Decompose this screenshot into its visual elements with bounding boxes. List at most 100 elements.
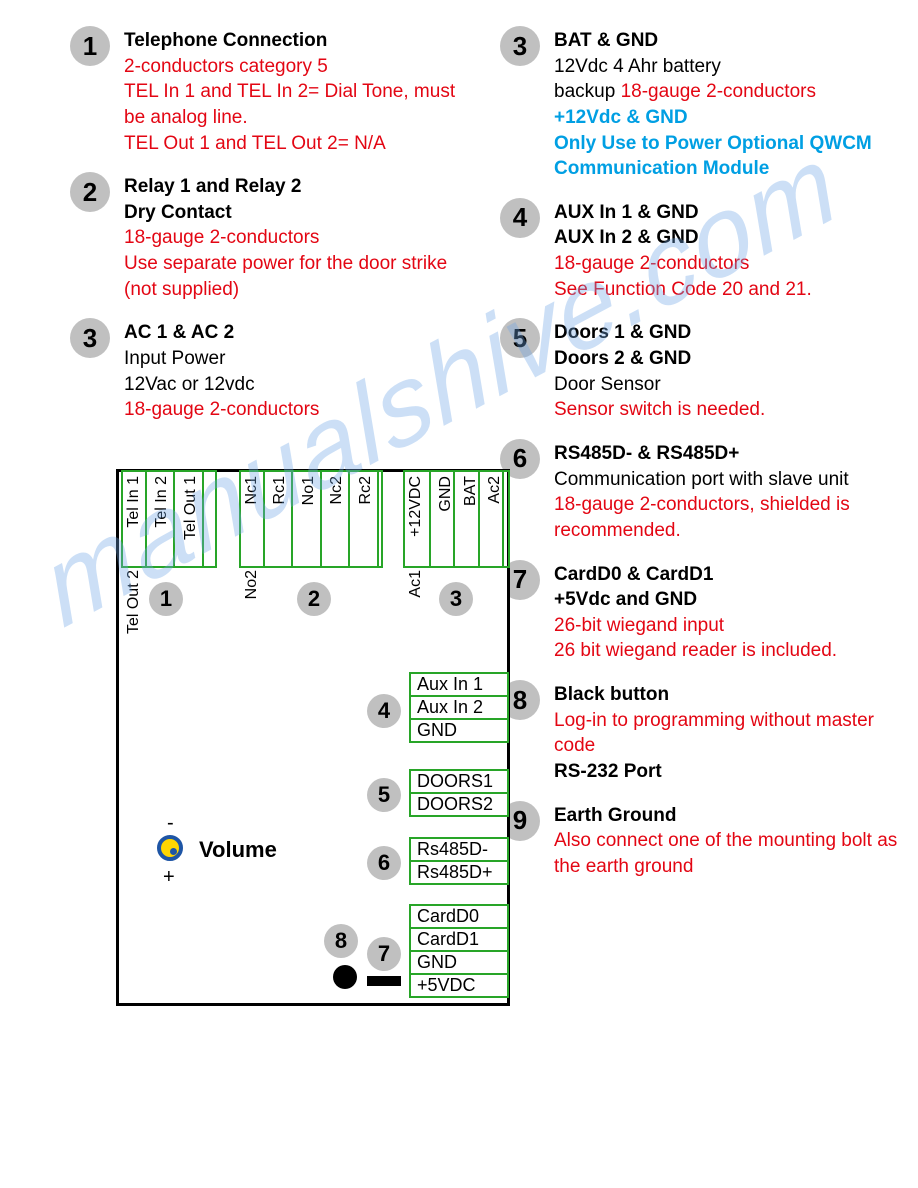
- i4-red1: 18-gauge 2-conductors: [554, 251, 910, 277]
- tb4-r1: Aux In 2: [411, 697, 507, 720]
- black-button-icon: [333, 965, 357, 989]
- volume-minus: -: [167, 812, 174, 835]
- tb3-l4: Ac1: [405, 566, 427, 602]
- i8-title: Black button: [554, 682, 910, 708]
- i5-black1: Door Sensor: [554, 372, 910, 398]
- tb3-l3: Ac2: [484, 472, 506, 508]
- i7-title2: +5Vdc and GND: [554, 587, 910, 613]
- i1-red2: TEL In 1 and TEL In 2= Dial Tone, must b…: [124, 79, 480, 130]
- i4-title1: AUX In 1 & GND: [554, 200, 910, 226]
- volume-knob-icon: [157, 835, 183, 861]
- item-6-rs485: 6 RS485D- & RS485D+ Communication port w…: [500, 441, 910, 544]
- tb1-l3: Tel Out 2: [123, 566, 145, 638]
- tb1-l0: Tel In 1: [123, 472, 145, 532]
- tb3-l0: +12VDC: [405, 472, 427, 541]
- terminal-block-1: Tel In 1 Tel In 2 Tel Out 1 Tel Out 2: [121, 470, 217, 568]
- i3b-black1b: backup: [554, 81, 615, 102]
- tb2-l5: No2: [241, 566, 263, 603]
- i1-title: Telephone Connection: [124, 28, 480, 54]
- item-1-telephone: 1 Telephone Connection 2-conductors cate…: [70, 28, 480, 156]
- board-badge-7: 7: [367, 937, 401, 971]
- i3-title: AC 1 & AC 2: [124, 320, 480, 346]
- right-column: 3 BAT & GND 12Vdc 4 Ahr battery backup 1…: [500, 28, 910, 898]
- tb1-l1: Tel In 2: [151, 472, 173, 532]
- bullet-2: 2: [70, 172, 110, 212]
- i2-title2: Dry Contact: [124, 200, 480, 226]
- i8-red1: Log-in to programming without master cod…: [554, 708, 910, 759]
- tb2-l0: Nc1: [241, 472, 263, 508]
- i5-red1: Sensor switch is needed.: [554, 397, 910, 423]
- i6-red1: 18-gauge 2-conductors, shielded is recom…: [554, 492, 910, 543]
- i3b-blue1: +12Vdc & GND: [554, 105, 910, 131]
- item-9-earth: 9 Earth Ground Also connect one of the m…: [500, 803, 910, 880]
- bullet-4: 4: [500, 198, 540, 238]
- i3b-line2: backup 18-gauge 2-conductors: [554, 81, 816, 102]
- terminal-block-3: +12VDC GND BAT Ac2 Ac1: [403, 470, 510, 568]
- tb2-l1: Rc1: [269, 472, 291, 508]
- item-5-doors: 5 Doors 1 & GND Doors 2 & GND Door Senso…: [500, 320, 910, 423]
- item-3-ac: 3 AC 1 & AC 2 Input Power 12Vac or 12vdc…: [70, 320, 480, 423]
- i6-title: RS485D- & RS485D+: [554, 441, 910, 467]
- board-badge-2: 2: [297, 582, 331, 616]
- tb7-r3: +5VDC: [411, 975, 507, 996]
- i7-red1: 26-bit wiegand input: [554, 613, 910, 639]
- tb7-r2: GND: [411, 952, 507, 975]
- i5-title1: Doors 1 & GND: [554, 320, 910, 346]
- tb2-l3: Nc2: [326, 472, 348, 508]
- terminal-block-2: Nc1 Rc1 No1 Nc2 Rc2 No2: [239, 470, 383, 568]
- tb5-r1: DOORS2: [411, 794, 507, 815]
- bullet-1: 1: [70, 26, 110, 66]
- left-column: 1 Telephone Connection 2-conductors cate…: [70, 28, 480, 441]
- item-3b-bat: 3 BAT & GND 12Vdc 4 Ahr battery backup 1…: [500, 28, 910, 182]
- tb6-r1: Rs485D+: [411, 862, 507, 883]
- i3b-black1a: 12Vdc 4 Ahr battery: [554, 54, 910, 80]
- i3-black2: 12Vac or 12vdc: [124, 372, 480, 398]
- i4-title2: AUX In 2 & GND: [554, 225, 910, 251]
- item-2-relay: 2 Relay 1 and Relay 2 Dry Contact 18-gau…: [70, 174, 480, 302]
- tb4-r2: GND: [411, 720, 507, 741]
- terminal-block-4: Aux In 1 Aux In 2 GND: [409, 672, 509, 743]
- board-badge-1: 1: [149, 582, 183, 616]
- i2-title1: Relay 1 and Relay 2: [124, 174, 480, 200]
- i3-black1: Input Power: [124, 346, 480, 372]
- board-badge-5: 5: [367, 778, 401, 812]
- board-badge-8: 8: [324, 924, 358, 958]
- i3b-blue2: Only Use to Power Optional QWCM Communic…: [554, 131, 910, 182]
- i9-title: Earth Ground: [554, 803, 910, 829]
- item-8-black-button: 8 Black button Log-in to programming wit…: [500, 682, 910, 785]
- i3b-red1: 18-gauge 2-conductors: [621, 81, 816, 102]
- bullet-5: 5: [500, 318, 540, 358]
- tb1-l2: Tel Out 1: [180, 472, 202, 544]
- i3-red1: 18-gauge 2-conductors: [124, 397, 480, 423]
- item-7-card: 7 CardD0 & CardD1 +5Vdc and GND 26-bit w…: [500, 562, 910, 665]
- tb5-r0: DOORS1: [411, 771, 507, 794]
- tb7-r0: CardD0: [411, 906, 507, 929]
- i1-red1: 2-conductors category 5: [124, 54, 480, 80]
- i5-title2: Doors 2 & GND: [554, 346, 910, 372]
- tb4-r0: Aux In 1: [411, 674, 507, 697]
- board-badge-3: 3: [439, 582, 473, 616]
- terminal-block-5: DOORS1 DOORS2: [409, 769, 509, 817]
- tb2-l4: Rc2: [355, 472, 377, 508]
- i2-red1: 18-gauge 2-conductors: [124, 225, 480, 251]
- tb2-l2: No1: [298, 472, 320, 509]
- i4-red2: See Function Code 20 and 21.: [554, 277, 910, 303]
- bullet-3: 3: [70, 318, 110, 358]
- terminal-block-7: CardD0 CardD1 GND +5VDC: [409, 904, 509, 998]
- item-4-aux: 4 AUX In 1 & GND AUX In 2 & GND 18-gauge…: [500, 200, 910, 303]
- i7-red2: 26 bit wiegand reader is included.: [554, 638, 910, 664]
- board-badge-4: 4: [367, 694, 401, 728]
- tb3-l1: GND: [435, 472, 457, 516]
- volume-label: Volume: [199, 837, 277, 863]
- terminal-block-6: Rs485D- Rs485D+: [409, 837, 509, 885]
- tb3-l2: BAT: [460, 472, 482, 510]
- tb6-r0: Rs485D-: [411, 839, 507, 862]
- i7-title1: CardD0 & CardD1: [554, 562, 910, 588]
- i8-bold2: RS-232 Port: [554, 759, 910, 785]
- board-badge-6: 6: [367, 846, 401, 880]
- tb7-r1: CardD1: [411, 929, 507, 952]
- i9-red1: Also connect one of the mounting bolt as…: [554, 828, 910, 879]
- rs232-port-icon: [367, 976, 401, 986]
- volume-plus: +: [163, 866, 175, 889]
- i1-red3: TEL Out 1 and TEL Out 2= N/A: [124, 131, 480, 157]
